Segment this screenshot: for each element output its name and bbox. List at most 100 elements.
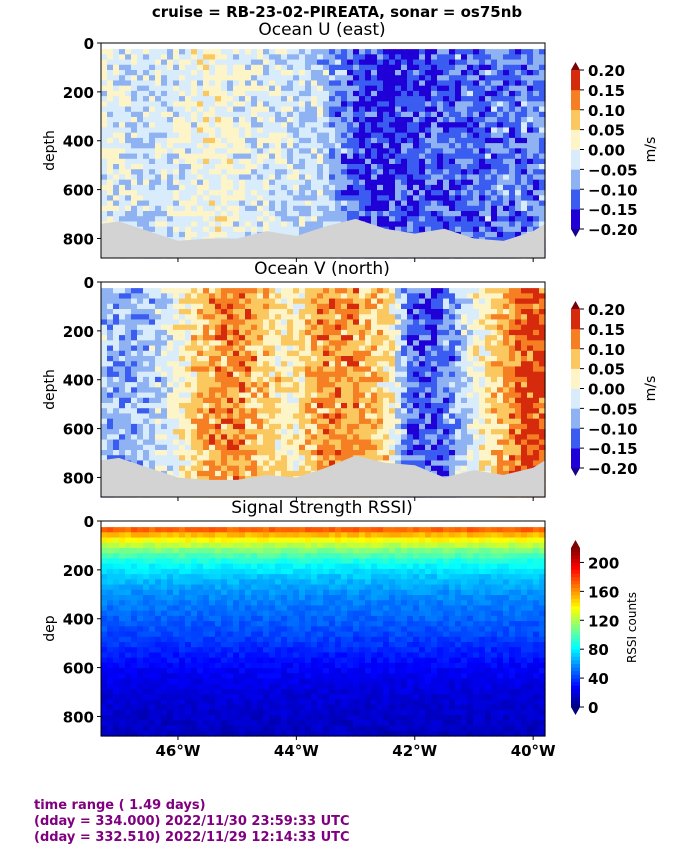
- field-cell: [191, 434, 198, 441]
- field-cell: [461, 200, 468, 207]
- field-cell: [371, 444, 378, 451]
- field-cell: [221, 356, 228, 362]
- field-cell: [239, 132, 246, 139]
- field-cell: [521, 101, 528, 108]
- field-cell: [209, 329, 216, 336]
- field-cell: [359, 371, 366, 378]
- field-cell: [221, 85, 228, 92]
- field-cell: [275, 324, 282, 331]
- field-cell: [407, 80, 414, 87]
- field-cell: [425, 164, 432, 170]
- field-cell: [239, 423, 246, 430]
- field-cell: [329, 387, 336, 394]
- field-cell: [347, 132, 354, 139]
- field-cell: [191, 169, 198, 176]
- field-cell: [227, 460, 234, 467]
- field-cell: [359, 164, 366, 170]
- field-cell: [281, 470, 288, 477]
- field-cell: [167, 376, 174, 383]
- field-cell: [365, 450, 372, 456]
- field-cell: [197, 164, 204, 170]
- field-cell: [323, 444, 330, 451]
- field-cell: [335, 122, 342, 129]
- field-cell: [491, 200, 498, 207]
- field-cell: [353, 85, 360, 92]
- field-cell: [503, 143, 510, 149]
- field-cell: [431, 211, 438, 217]
- field-cell: [263, 371, 270, 378]
- field-cell: [131, 376, 138, 383]
- field-cell: [383, 158, 390, 165]
- field-cell: [209, 298, 216, 305]
- field-cell: [137, 371, 144, 378]
- field-cell: [257, 288, 264, 294]
- field-cell: [119, 423, 126, 430]
- field-cell: [335, 132, 342, 139]
- field-cell: [287, 59, 294, 66]
- field-cell: [539, 164, 546, 170]
- field-cell: [287, 158, 294, 165]
- field-cell: [191, 106, 198, 113]
- field-cell: [299, 127, 306, 134]
- field-cell: [239, 200, 246, 207]
- field-cell: [467, 158, 474, 165]
- field-cell: [131, 314, 138, 321]
- field-cell: [167, 288, 174, 294]
- field-cell: [257, 470, 264, 477]
- field-cell: [425, 143, 432, 149]
- field-cell: [257, 319, 264, 326]
- field-cell: [161, 403, 168, 409]
- field-cell: [191, 335, 198, 341]
- field-cell: [137, 450, 144, 456]
- field-cell: [491, 132, 498, 139]
- field-cell: [389, 387, 396, 394]
- field-cell: [209, 465, 216, 472]
- field-cell: [113, 408, 120, 415]
- field-cell: [143, 376, 150, 383]
- field-cell: [143, 366, 150, 373]
- field-cell: [503, 164, 510, 170]
- field-cell: [347, 439, 354, 446]
- field-cell: [539, 101, 546, 108]
- field-cell: [185, 54, 192, 61]
- ocean-u-colorbar: 0.200.150.100.050.00−0.05−0.10−0.15−0.20…: [571, 62, 659, 239]
- field-cell: [407, 153, 414, 160]
- field-cell: [371, 195, 378, 202]
- field-cell: [341, 329, 348, 336]
- field-cell: [203, 179, 210, 186]
- field-cell: [533, 80, 540, 87]
- field-cell: [371, 303, 378, 310]
- field-cell: [395, 361, 402, 368]
- field-cell: [479, 148, 486, 155]
- field-cell: [257, 127, 264, 134]
- field-cell: [341, 319, 348, 326]
- field-cell: [407, 75, 414, 82]
- field-cell: [257, 75, 264, 82]
- field-cell: [167, 143, 174, 149]
- field-cell: [101, 403, 108, 409]
- field-cell: [197, 195, 204, 202]
- field-cell: [227, 137, 234, 144]
- field-cell: [425, 179, 432, 186]
- field-cell: [299, 397, 306, 404]
- field-cell: [299, 75, 306, 82]
- field-cell: [371, 132, 378, 139]
- field-cell: [173, 200, 180, 207]
- field-cell: [449, 132, 456, 139]
- field-cell: [101, 75, 108, 82]
- field-cell: [371, 96, 378, 102]
- field-cell: [257, 164, 264, 170]
- field-cell: [149, 148, 156, 155]
- field-cell: [203, 158, 210, 165]
- field-cell: [191, 70, 198, 76]
- field-cell: [167, 216, 174, 223]
- field-cell: [143, 174, 150, 181]
- field-cell: [491, 179, 498, 186]
- field-cell: [299, 59, 306, 66]
- field-cell: [101, 387, 108, 394]
- field-cell: [341, 450, 348, 456]
- field-cell: [263, 216, 270, 223]
- field-cell: [209, 174, 216, 181]
- field-cell: [509, 195, 516, 202]
- field-cell: [263, 158, 270, 165]
